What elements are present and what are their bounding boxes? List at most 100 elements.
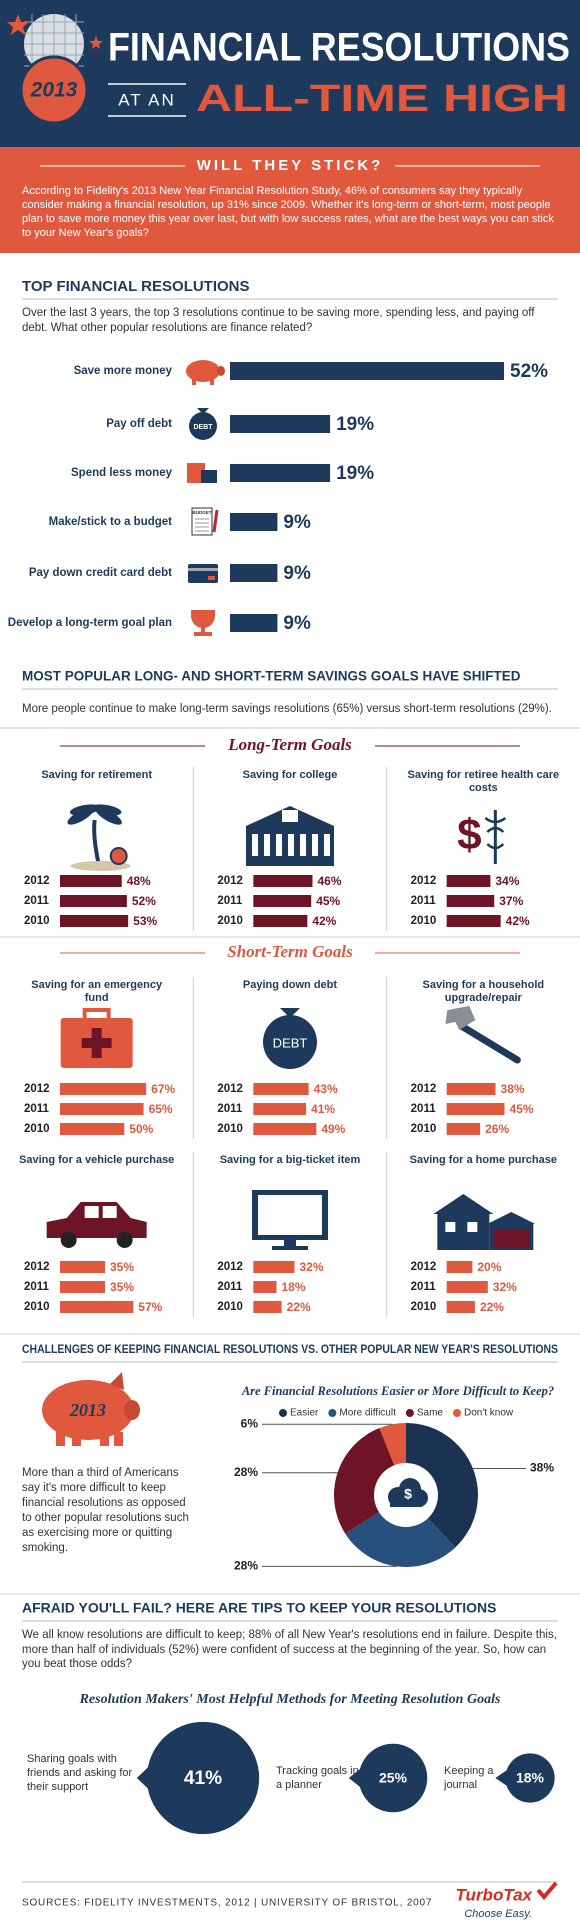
icon-label: DEBT (273, 1035, 308, 1050)
value-label: 32% (299, 1260, 323, 1274)
icon (188, 564, 218, 583)
legend-label: Easier (290, 1408, 319, 1419)
value-label: 67% (151, 1082, 175, 1096)
resolution-label: Develop a long-term goal plan (8, 617, 172, 629)
resolution-label: Make/stick to a budget (49, 516, 173, 528)
value-label: 49% (321, 1122, 345, 1136)
year-label: 2012 (217, 875, 243, 887)
icon (276, 834, 282, 856)
value-label: 6% (241, 1416, 259, 1430)
method-label: Tracking goals in a planner (276, 1765, 359, 1791)
icon (282, 810, 298, 822)
icon (217, 366, 225, 376)
bar (253, 1301, 282, 1313)
bar (253, 1103, 307, 1115)
icon (280, 1008, 300, 1018)
icon (197, 408, 209, 414)
value-label: 45% (316, 894, 340, 908)
icon (186, 360, 220, 382)
bar (446, 1083, 496, 1095)
value-label: 52% (510, 361, 548, 382)
icon (445, 1006, 476, 1030)
icon (258, 1195, 322, 1235)
method-label: Keeping a journal (444, 1765, 494, 1791)
icon (433, 1194, 494, 1214)
bar (253, 875, 313, 887)
value-label: 32% (493, 1280, 517, 1294)
value-label: 37% (499, 894, 523, 908)
value-label: 19% (336, 414, 374, 435)
resolution-label: Pay down credit card debt (29, 567, 172, 579)
donut-slice (345, 1512, 456, 1567)
value-label: 9% (283, 613, 311, 634)
pig-snout (124, 1400, 140, 1420)
subtitle: ALL-TIME HIGH (196, 78, 568, 120)
icon (212, 509, 219, 533)
bar (60, 895, 127, 907)
icon (91, 804, 122, 816)
year-label: 2011 (217, 895, 243, 907)
bar (60, 1301, 134, 1313)
year-label: 2012 (24, 1083, 50, 1095)
icon (284, 1240, 296, 1246)
intro-text: According to Fidelity's 2013 New Year Fi… (22, 185, 554, 239)
value-label: 28% (234, 1465, 258, 1479)
bar (446, 875, 491, 887)
bar (253, 1261, 295, 1273)
challenges-text: More than a third of Americans say it's … (22, 1467, 189, 1554)
value-label: 25% (379, 1770, 408, 1786)
icon (300, 834, 306, 856)
subtitle-lead: AT AN (118, 90, 176, 109)
icon (60, 1232, 77, 1248)
goal-title: Saving for college (242, 769, 338, 781)
year-label: 2011 (411, 895, 437, 907)
icon (109, 847, 128, 865)
icon-label: DEBT (193, 424, 213, 431)
icon (201, 470, 217, 483)
bar (446, 1103, 505, 1115)
bar (60, 1123, 125, 1135)
icon (272, 1246, 308, 1250)
donut-slice (379, 1423, 406, 1466)
value-label: 35% (110, 1280, 134, 1294)
bar (230, 564, 278, 582)
year-label: 2010 (411, 1301, 437, 1313)
bubble (505, 1753, 555, 1803)
icon (263, 1015, 317, 1069)
icon (46, 1202, 147, 1238)
section-heading: TOP FINANCIAL RESOLUTIONS (22, 278, 250, 295)
bar (253, 915, 308, 927)
icon-label: BUDGET (193, 510, 212, 515)
legend-swatch (453, 1409, 461, 1417)
logo-check (536, 1881, 558, 1901)
pig-ear (110, 1372, 124, 1390)
bar (230, 415, 331, 433)
goal-title: Saving for a home purchase (409, 1154, 557, 1166)
header-background (0, 0, 580, 147)
pig-label: 2013 (69, 1400, 106, 1420)
year-label: 2010 (24, 915, 50, 927)
goal-title: Paying down debt (242, 979, 338, 991)
icon (324, 834, 330, 856)
pig-leg (72, 1432, 81, 1446)
bar (446, 1301, 475, 1313)
value-label: 52% (132, 894, 156, 908)
icon (192, 378, 196, 385)
pig-leg (56, 1432, 65, 1446)
icon (484, 816, 507, 850)
icon (84, 1206, 99, 1218)
icon (437, 1214, 490, 1250)
value-label: 65% (149, 1102, 173, 1116)
bar (60, 1261, 105, 1273)
value-label: 26% (485, 1122, 509, 1136)
legend-swatch (279, 1409, 287, 1417)
year-label: 2011 (24, 895, 50, 907)
year-label: 2010 (411, 1123, 437, 1135)
star (89, 36, 103, 49)
year-label: 2012 (217, 1083, 243, 1095)
value-label: 48% (127, 874, 151, 888)
value-label: 45% (510, 1102, 534, 1116)
value-label: 28% (234, 1559, 258, 1573)
icon (288, 834, 294, 856)
year: 2013 (30, 79, 78, 102)
